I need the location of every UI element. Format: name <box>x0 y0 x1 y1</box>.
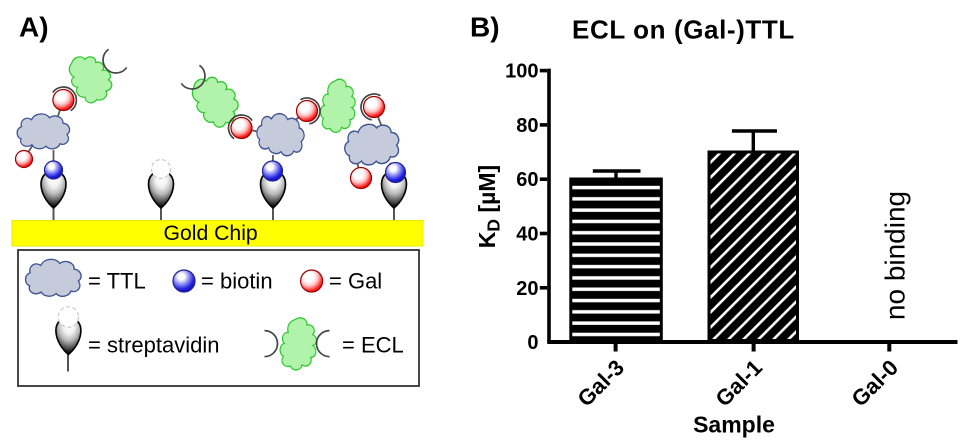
svg-text:= Gal: = Gal <box>329 269 382 294</box>
svg-text:Gal-1: Gal-1 <box>710 355 767 412</box>
svg-text:no binding: no binding <box>880 191 911 320</box>
svg-text:= ECL: = ECL <box>342 333 404 358</box>
svg-text:Gold Chip: Gold Chip <box>163 222 257 245</box>
svg-text:= streptavidin: = streptavidin <box>88 333 219 358</box>
svg-text:Gal-0: Gal-0 <box>846 355 903 412</box>
svg-text:= TTL: = TTL <box>88 269 146 294</box>
svg-text:Gal-3: Gal-3 <box>572 355 629 412</box>
svg-text:A): A) <box>19 11 49 42</box>
svg-text:KD [µM]: KD [µM] <box>474 165 504 248</box>
svg-text:40: 40 <box>516 224 538 246</box>
svg-text:80: 80 <box>516 115 538 137</box>
svg-text:20: 20 <box>516 278 538 300</box>
svg-text:60: 60 <box>516 169 538 191</box>
svg-text:ECL on (Gal-)TTL: ECL on (Gal-)TTL <box>572 14 795 44</box>
svg-text:= biotin: = biotin <box>201 269 273 294</box>
svg-text:Sample: Sample <box>693 412 775 438</box>
svg-text:100: 100 <box>505 61 538 83</box>
svg-text:B): B) <box>470 11 500 42</box>
svg-text:0: 0 <box>527 332 538 354</box>
